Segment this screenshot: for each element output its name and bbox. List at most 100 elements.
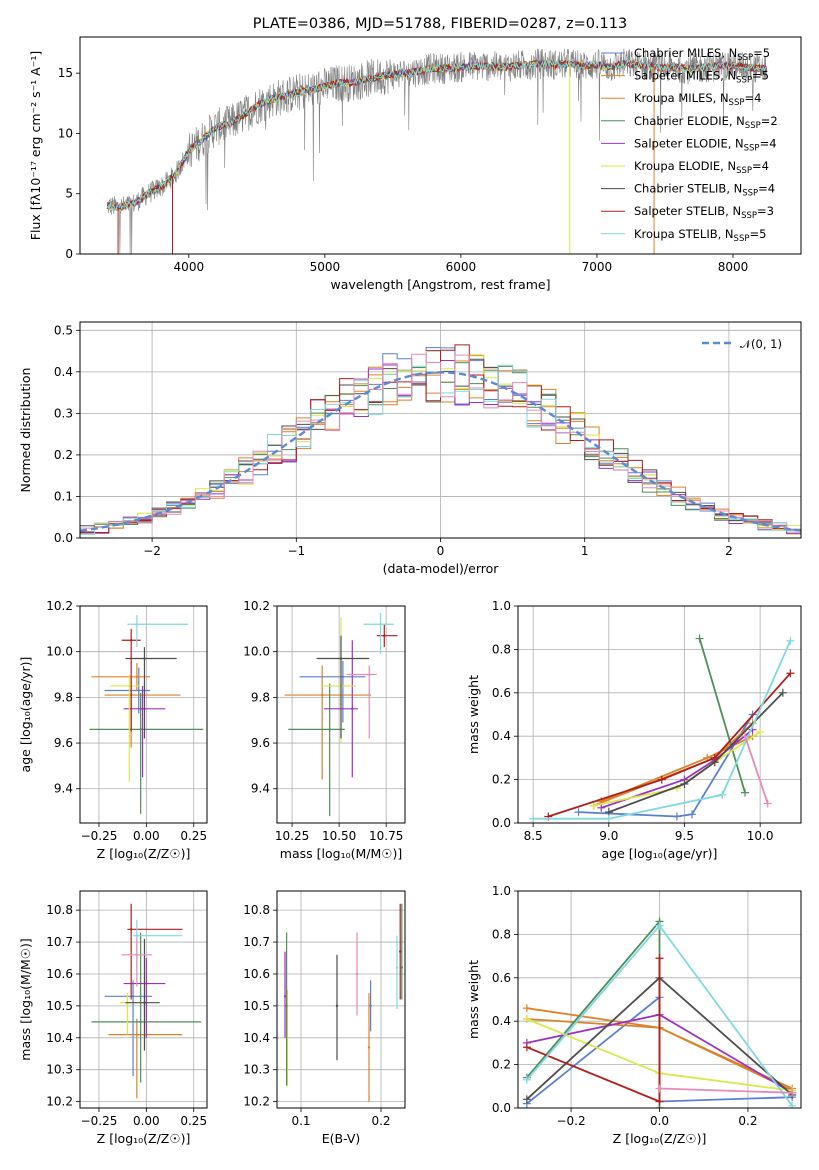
y-tick-label: 10.2 xyxy=(46,1095,73,1109)
data-point xyxy=(143,657,146,660)
data-point xyxy=(128,684,131,688)
weight-marker xyxy=(756,727,765,736)
plot-area-mass_vs_z xyxy=(91,903,202,1099)
data-point xyxy=(129,928,133,931)
y-axis-label: mass weight xyxy=(466,675,481,754)
y-tick-label: 10.0 xyxy=(243,645,270,659)
plot-area-mass_vs_ebv xyxy=(283,903,403,1102)
data-point xyxy=(383,634,386,637)
x-tick-label: 0.2 xyxy=(738,1114,757,1128)
y-tick-label: 0.4 xyxy=(492,1014,511,1028)
weight-line-chabrier_stelib xyxy=(608,692,784,813)
axes-frame xyxy=(276,890,406,1109)
x-tick-label: 0.25 xyxy=(180,829,207,843)
axes-frame xyxy=(517,605,802,824)
weight-marker xyxy=(522,1043,531,1052)
y-tick-label: 0.5 xyxy=(54,323,73,337)
x-tick-label: 4000 xyxy=(174,260,205,274)
data-point xyxy=(335,1004,339,1008)
x-axis-label: wavelength [Angstrom, rest frame] xyxy=(330,277,550,292)
data-point xyxy=(135,675,139,679)
x-tick-label: 0.00 xyxy=(133,829,160,843)
y-tick-label: 9.6 xyxy=(251,736,270,750)
weight-line-kroupa_stelib xyxy=(533,640,792,820)
y-tick-label: 5 xyxy=(65,187,73,201)
legend-entry: Kroupa STELIB, NSSP=5 xyxy=(634,227,766,244)
y-tick-label: 10.6 xyxy=(46,967,73,981)
y-tick-label: 10.5 xyxy=(46,999,73,1013)
weight-line-pink xyxy=(744,735,769,804)
y-tick-label: 0.2 xyxy=(492,773,511,787)
x-axis-label: E(B-V) xyxy=(322,1131,361,1146)
y-axis-label: mass [log₁₀(M/M☉)] xyxy=(18,938,33,1060)
y-tick-label: 0.2 xyxy=(54,448,73,462)
plot-area-weight_vs_age xyxy=(529,634,795,823)
data-point xyxy=(137,689,140,692)
x-tick-label: 10.25 xyxy=(275,829,309,843)
weight-marker xyxy=(655,1084,664,1093)
data-point xyxy=(368,673,371,676)
legend-entry: Chabrier ELODIE, NSSP=2 xyxy=(634,114,778,131)
y-axis-label: Normed distribution xyxy=(18,368,33,493)
weight-marker xyxy=(695,634,704,643)
data-point xyxy=(129,639,133,642)
data-point xyxy=(367,1046,371,1049)
y-tick-label: 10.4 xyxy=(46,1031,73,1045)
x-axis-label: Z [log₁₀(Z/Z☉)] xyxy=(613,1131,707,1146)
plot-area-age_vs_z xyxy=(89,615,204,814)
weight-marker xyxy=(655,921,664,930)
legend-entry: Chabrier MILES, NSSP=5 xyxy=(634,46,770,63)
y-tick-label: 0.4 xyxy=(54,365,73,379)
weight-marker xyxy=(589,801,598,810)
figure-title: PLATE=0386, MJD=51788, FIBERID=0287, z=0… xyxy=(253,16,627,32)
x-tick-label: 2 xyxy=(725,544,733,558)
weight-marker xyxy=(522,1004,531,1013)
x-tick-label: 0.00 xyxy=(133,1114,160,1128)
y-tick-label: 10.4 xyxy=(243,1031,270,1045)
weight-marker xyxy=(741,788,750,797)
normal-curve xyxy=(80,371,801,532)
data-point xyxy=(399,950,402,953)
x-tick-label: 5000 xyxy=(310,260,341,274)
y-tick-label: 0.0 xyxy=(492,816,511,830)
weight-marker xyxy=(680,779,689,788)
data-point xyxy=(145,982,148,985)
weight-line-chabrier_elodie xyxy=(698,638,746,793)
x-tick-label: 8000 xyxy=(718,260,749,274)
weight-marker xyxy=(786,636,795,645)
y-tick-label: 10.8 xyxy=(46,903,73,917)
y-tick-label: 10.3 xyxy=(243,1063,270,1077)
x-axis-label: Z [log₁₀(Z/Z☉)] xyxy=(97,1131,191,1146)
y-tick-label: 0.1 xyxy=(54,489,73,503)
legend-entry: Salpeter MILES, NSSP=5 xyxy=(634,69,769,86)
data-point xyxy=(135,934,139,937)
y-axis-label: Flux [fλ10⁻¹⁷ erg cm⁻² s⁻¹ A⁻¹] xyxy=(28,51,43,240)
weight-marker xyxy=(522,1015,531,1024)
x-tick-label: 0 xyxy=(437,544,445,558)
panel-weight_vs_age: 8.5 9.0 9.5 10.0 0.0 0.2 0.4 0.6 0.8 1.0 age [log₁… xyxy=(466,599,802,861)
weight-marker xyxy=(655,954,664,963)
x-tick-label: −0.2 xyxy=(556,1114,585,1128)
weight-marker xyxy=(763,799,772,808)
y-tick-label: 9.4 xyxy=(251,782,270,796)
weight-marker xyxy=(788,1101,797,1108)
data-point xyxy=(139,1020,142,1024)
weight-marker xyxy=(688,810,697,819)
data-point xyxy=(400,966,403,969)
weight-marker xyxy=(672,812,681,821)
data-point xyxy=(135,953,139,957)
weight-marker xyxy=(741,732,750,741)
axes-frame xyxy=(79,321,802,539)
weight-marker xyxy=(788,1088,797,1097)
weight-marker xyxy=(657,775,666,784)
plot-area-residuals xyxy=(80,344,801,535)
x-tick-label: 1 xyxy=(581,544,589,558)
y-tick-label: 10.2 xyxy=(46,599,73,613)
data-point xyxy=(355,972,359,976)
y-tick-label: 0.8 xyxy=(492,927,511,941)
data-point xyxy=(135,1033,139,1036)
panel-weight_vs_z: −0.2 0.0 0.2 0.0 0.2 0.4 0.6 0.8 1.0 Z [log₁₀(Z/Z… xyxy=(466,884,802,1146)
y-tick-label: 10.2 xyxy=(243,599,270,613)
weight-marker xyxy=(604,814,613,823)
